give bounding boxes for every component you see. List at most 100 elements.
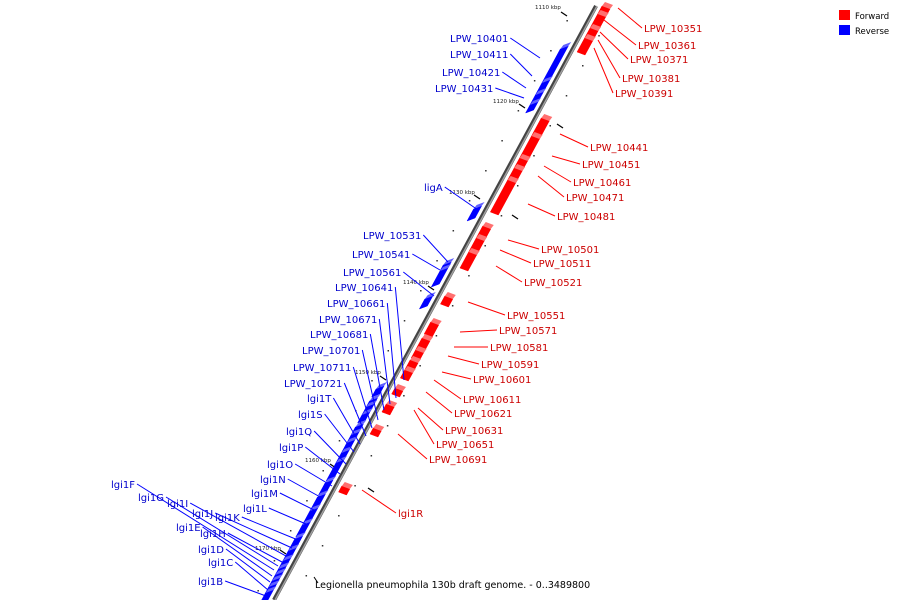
gene-block-top [443,258,455,265]
forward-gene-label: LPW_10481 [557,212,615,223]
gene-block-top [468,248,480,255]
forward-gene-label: LPW_10501 [541,245,599,256]
backbone-dot [387,350,390,352]
gene-block-top [422,334,434,341]
gene-block-top [482,222,494,229]
gene-block-top [514,164,526,171]
backbone-dot [403,395,405,397]
reverse-gene-label: lgi1Q [286,427,312,438]
gene-block-top [404,366,416,373]
tick-mark [511,214,519,220]
forward-gene-label: LPW_10601 [473,375,531,386]
backbone-dot [436,260,438,262]
backbone-dot [435,335,438,337]
forward-gene-label: LPW_10611 [463,395,521,406]
reverse-gene-label: lgi1F [111,480,135,491]
forward-gene-label: LPW_10621 [454,409,512,420]
backbone-dot [451,305,454,307]
reverse-gene-label: LPW_10721 [284,379,342,390]
forward-gene-label: LPW_10571 [499,326,557,337]
tick-label: 1160 kbp [305,458,331,464]
reverse-leader [136,483,275,571]
reverse-gene-label: ligA [424,183,443,194]
tick-mark [379,375,387,381]
backbone-dot [386,425,389,427]
forward-gene-label: LPW_10591 [481,360,539,371]
backbone-dot [533,80,536,82]
backbone-dot [582,65,584,67]
backbone-dot [321,545,324,547]
gene-block-top [325,476,337,483]
forward-gene-label: LPW_10381 [622,74,680,85]
gene-block-top [529,98,541,105]
gene-block-top [541,114,553,121]
forward-leader [559,133,589,148]
tick-mark [560,11,568,17]
reverse-leader [304,446,341,475]
backbone-dot [516,185,519,187]
label-leaders [136,7,643,597]
forward-leader [543,165,572,183]
reverse-leader [352,366,373,429]
forward-leader [467,301,506,316]
reverse-gene-label: LPW_10701 [302,346,360,357]
reverse-leader [403,271,435,297]
forward-leader [361,489,397,514]
gene-block-top [597,10,609,17]
reverse-leader [287,478,323,499]
backbone-dot [354,485,356,487]
backbone-dot [565,95,568,97]
backbone-dot [550,50,552,52]
forward-gene-label: LPW_10441 [590,143,648,154]
forward-gene-label: LPW_10451 [582,160,640,171]
reverse-leader [412,253,441,271]
tick-mark [367,487,375,493]
backbone-dot [306,500,308,502]
reverse-gene-label: lgi1G [138,493,164,504]
reverse-leader [268,507,307,525]
forward-leader [459,329,498,333]
genome-backbone-highlight [274,5,598,600]
reverse-leader [332,397,361,445]
reverse-leader [234,561,269,591]
backbone-dot [500,215,503,217]
backbone-dot [549,125,551,127]
forward-gene-label: LPW_10521 [524,278,582,289]
forward-leader [617,7,643,29]
gene-block-top [317,490,329,497]
reverse-gene-label: lgi1D [198,545,224,556]
tick-label: 1150 kbp [355,370,381,376]
forward-gene-label: LPW_10391 [615,89,673,100]
forward-leader [397,433,428,460]
reverse-gene-label: LPW_10401 [450,34,508,45]
gene-block-top [366,400,378,407]
tick-mark [518,103,526,109]
backbone-dot [419,365,421,367]
backbone-dot [338,440,341,442]
reverse-gene-label: LPW_10421 [442,68,500,79]
reverse-leader [394,286,405,381]
backbone-dot [485,170,487,172]
gene-blocks [257,2,613,600]
reverse-gene-label: lgi1P [279,443,303,454]
forward-gene-label: LPW_10651 [436,440,494,451]
caption-leader [313,576,319,584]
backbone-dot [273,560,276,562]
reverse-leader [165,496,279,567]
gene-block-top [288,544,300,551]
reverse-leader [225,548,271,583]
backbone-dot [566,20,568,22]
forward-gene-label: LPW_10511 [533,259,591,270]
reverse-gene-label: lgi1O [267,460,293,471]
reverse-gene-label: LPW_10561 [343,268,401,279]
forward-gene-label: LPW_10631 [445,426,503,437]
reverse-leader [369,333,385,411]
backbone-dot [403,320,406,322]
gene-block-top [386,400,398,407]
backbone-dot [305,575,308,577]
forward-leader [499,249,532,264]
forward-gene-label: LPW_10371 [630,55,688,66]
forward-leader [603,19,637,46]
reverse-leader [227,532,283,563]
gene-block-top [265,586,277,593]
